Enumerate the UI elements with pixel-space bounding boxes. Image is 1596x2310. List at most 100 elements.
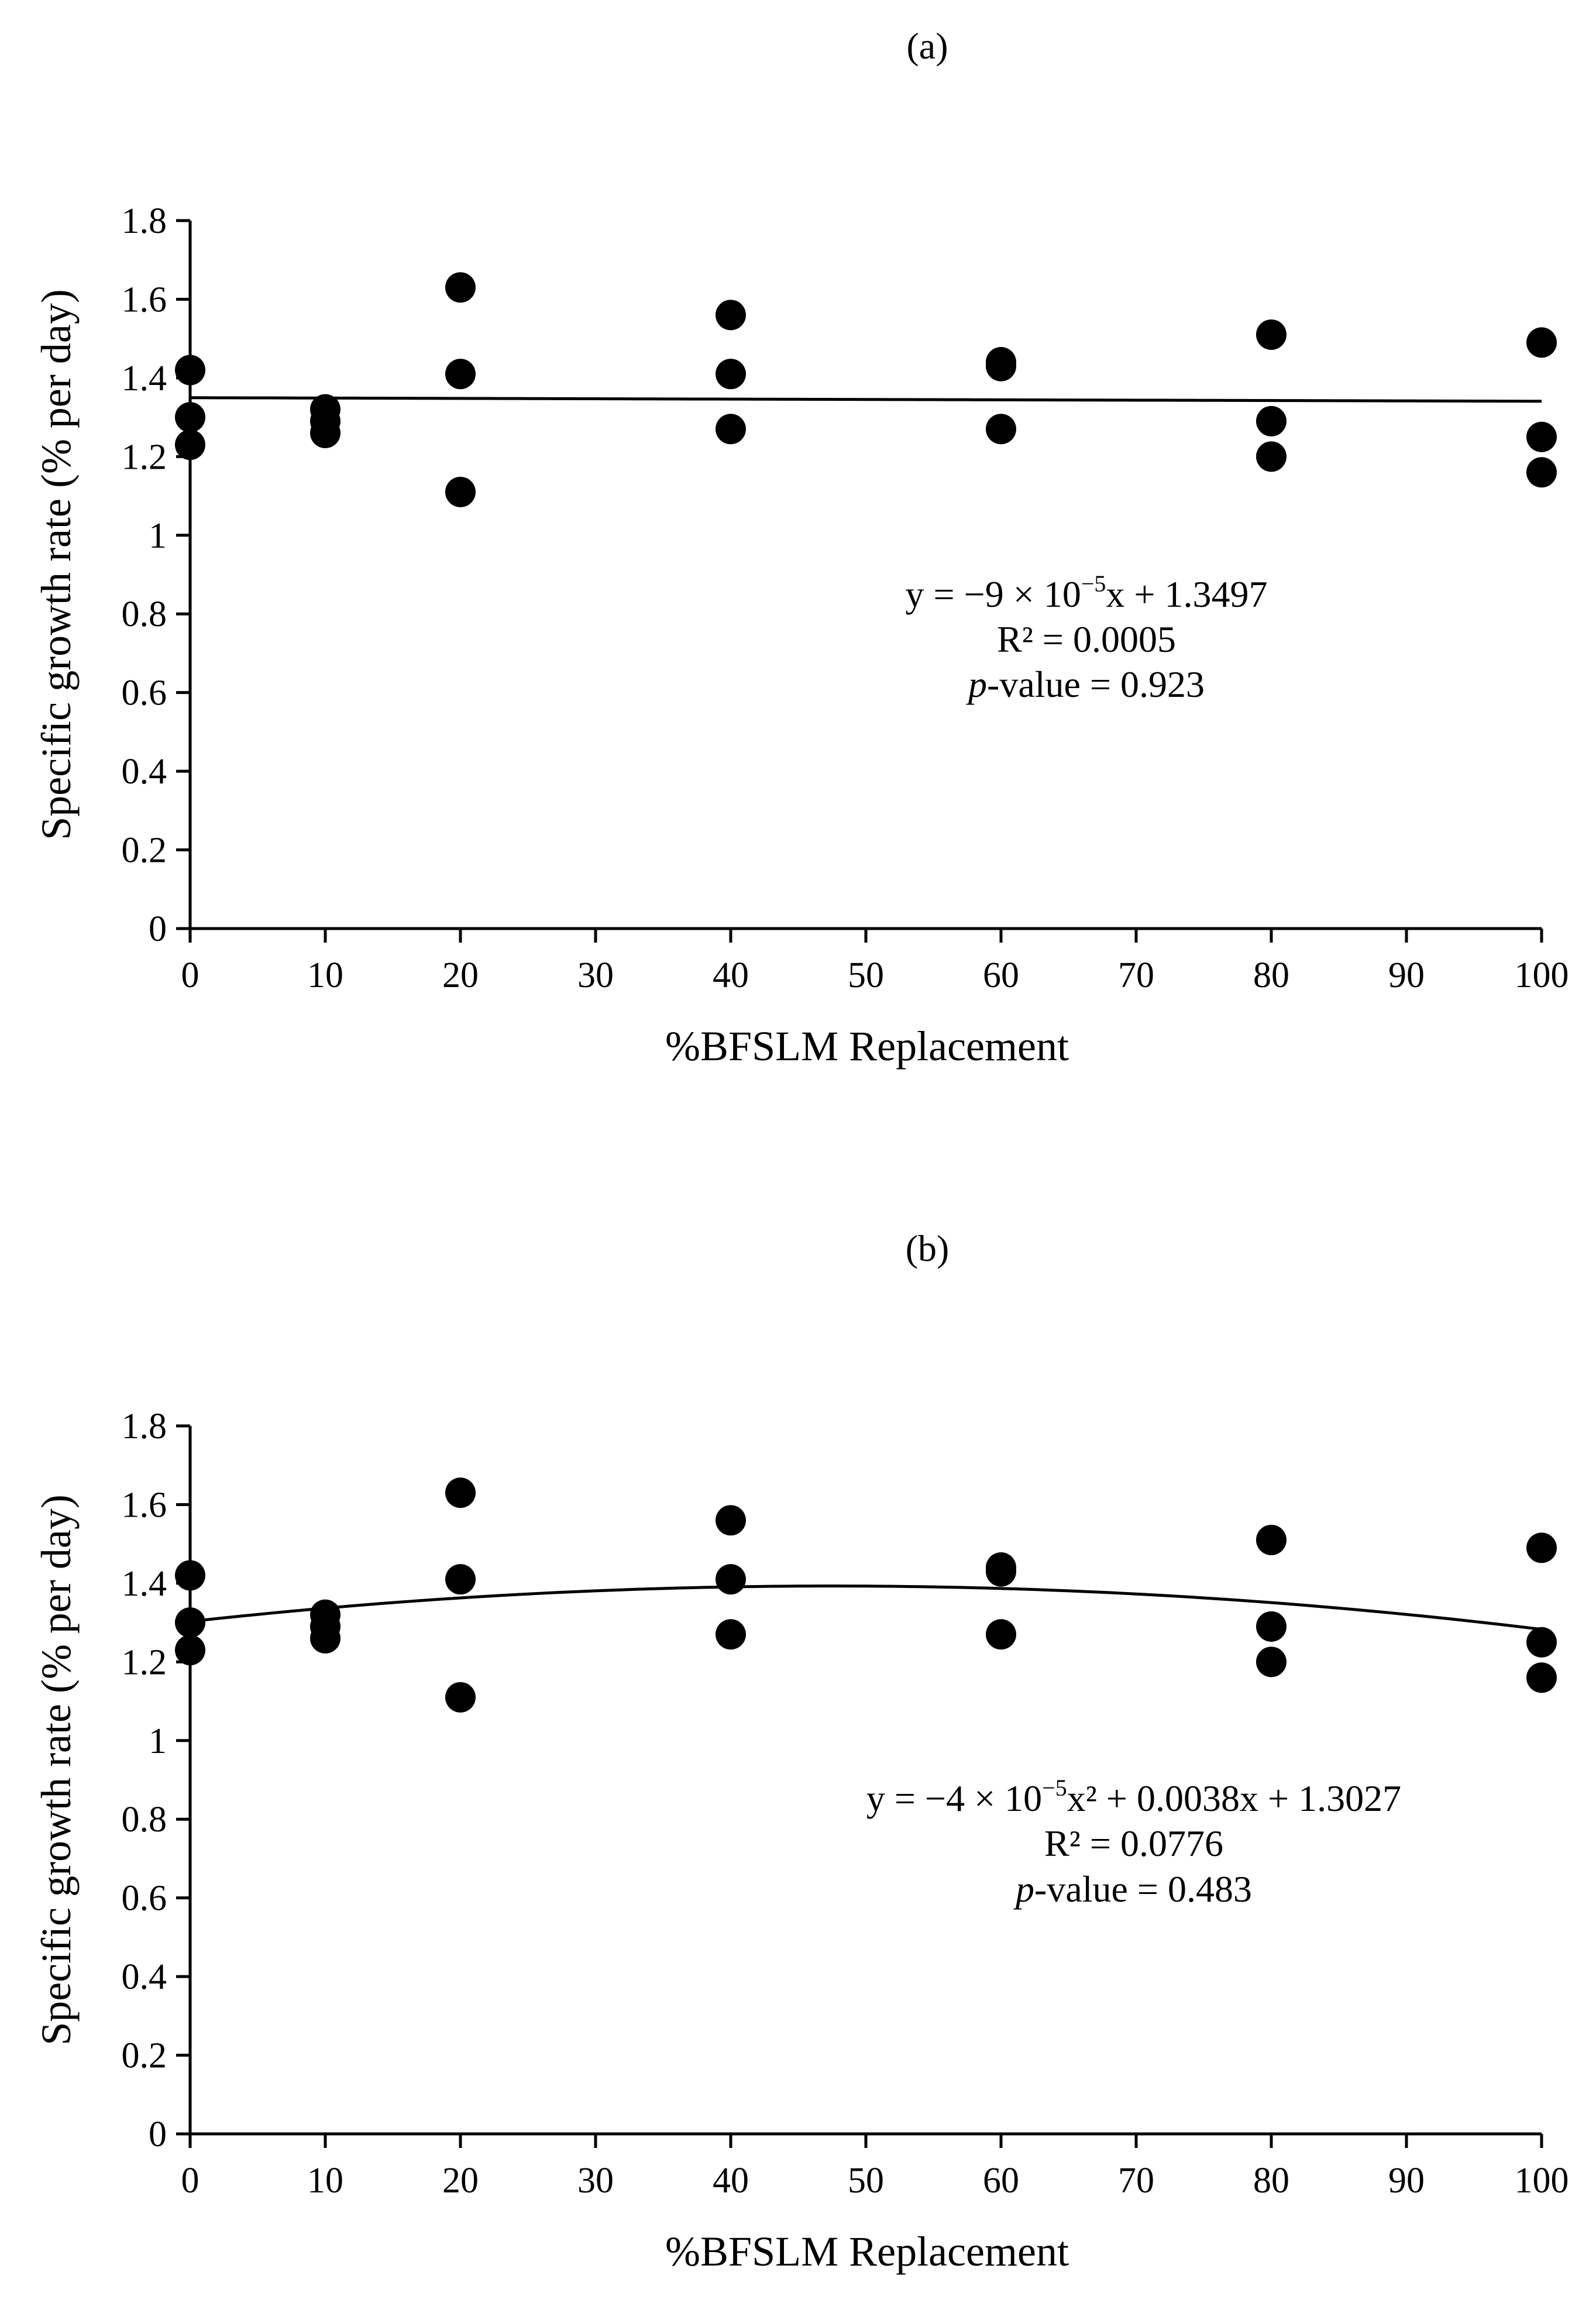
data-point-a [445,359,476,390]
x-tick-label-b: 30 [577,2161,614,2201]
data-point-a [1256,319,1287,350]
equation-b-post: x² + 0.0038x + 1.3027 [1067,1778,1401,1819]
y-tick-label-a: 1.4 [122,359,167,398]
data-point-b [175,1607,205,1638]
data-point-a [1526,421,1557,452]
y-tick-label-b: 1.6 [122,1485,167,1525]
data-point-b [445,1682,476,1713]
x-tick-label-a: 60 [983,955,1019,995]
x-tick-label-a: 10 [307,955,343,995]
x-axis-title-b: %BFSLM Replacement [665,2228,1069,2275]
y-tick-label-a: 1.6 [122,280,167,319]
trendline-group-a [190,396,1542,403]
panel-label-a: (a) [906,25,948,67]
data-point-a [445,272,476,303]
x-tick-label-a: 50 [848,955,884,995]
panel-label-b: (b) [906,1228,950,1269]
y-tick-label-b: 0.2 [122,2036,167,2076]
data-point-b [175,1560,205,1591]
data-point-a [1256,405,1287,436]
data-point-b [986,1619,1016,1650]
data-point-b [1256,1524,1287,1555]
y-tick-label-b: 0.4 [122,1957,167,1997]
x-tick-label-b: 70 [1118,2161,1154,2201]
y-tick-label-b: 1.4 [122,1564,167,1604]
x-tick-label-b: 20 [442,2161,479,2201]
x-tick-label-a: 0 [181,955,200,995]
data-point-a [1526,327,1557,358]
y-tick-label-a: 0.2 [122,831,167,871]
data-point-a [716,359,746,390]
p-value-b-p: p [1013,1868,1034,1910]
y-tick-label-a: 0.8 [122,594,167,634]
x-tick-label-b: 80 [1253,2161,1289,2201]
data-point-a [175,355,205,386]
x-tick-label-b: 60 [983,2161,1019,2201]
equation-b: y = −4 × 10−5x² + 0.0038x + 1.3027 [866,1775,1401,1819]
equation-a-post: x + 1.3497 [1106,573,1267,615]
y-tick-label-b: 0 [149,2115,167,2154]
r-squared-b: R² = 0.0776 [1044,1823,1223,1864]
x-tick-label-b: 90 [1388,2161,1425,2201]
equation-a-pre: y = −9 × 10 [906,573,1081,615]
equation-b-sup: −5 [1042,1775,1067,1801]
data-point-a [716,414,746,445]
p-value-b-rest: -value = 0.483 [1034,1868,1252,1910]
y-tick-label-a: 1.2 [122,437,167,477]
x-tick-label-b: 0 [181,2161,200,2201]
data-point-a [175,429,205,460]
chart-panel-a: (a) Specific growth rate (% per day) %BF… [33,25,1569,1070]
x-tick-label-a: 20 [442,955,479,995]
chart-panel-b: (b) Specific growth rate (% per day) %BF… [33,1228,1569,2275]
data-point-a [175,402,205,433]
data-point-a [986,414,1016,445]
trendline-a [190,396,1542,403]
data-point-b [716,1505,746,1536]
data-point-b [175,1635,205,1666]
y-tick-label-b: 0.8 [122,1800,167,1840]
x-tick-label-a: 70 [1118,955,1154,995]
x-tick-label-a: 80 [1253,955,1289,995]
data-point-b [1526,1627,1557,1658]
y-tick-label-a: 0.4 [122,752,167,792]
x-tick-label-a: 90 [1388,955,1425,995]
data-point-b [1256,1611,1287,1642]
data-point-b [310,1623,340,1654]
x-tick-label-b: 10 [307,2161,343,2201]
r-squared-a: R² = 0.0005 [997,618,1176,660]
data-point-a [445,476,476,507]
p-value-a-p: p [966,664,987,705]
data-point-b [716,1564,746,1595]
x-tick-label-b: 100 [1515,2161,1569,2201]
data-point-b [445,1564,476,1595]
data-point-b [716,1619,746,1650]
p-value-b: p-value = 0.483 [1013,1868,1252,1910]
y-tick-label-b: 1.8 [122,1407,167,1446]
data-point-a [310,418,340,448]
y-axis-title-a: Specific growth rate (% per day) [33,289,80,840]
trendline-b [190,1584,1542,1631]
axes-a [176,219,1543,943]
x-tick-label-a: 40 [713,955,749,995]
equation-block-a: y = −9 × 10−5x + 1.3497 R² = 0.0005 p-va… [906,570,1268,705]
y-axis-title-b: Specific growth rate (% per day) [33,1494,80,2046]
data-point-b [445,1477,476,1508]
points-b [175,1477,1557,1713]
data-point-a [1256,441,1287,472]
data-point-b [1256,1646,1287,1678]
trendline-group-b [190,1584,1542,1631]
p-value-a: p-value = 0.923 [966,664,1205,705]
data-point-b [986,1556,1016,1587]
data-point-a [1526,457,1557,488]
data-point-a [716,300,746,331]
tick-labels-a: 0 0.2 0.4 0.6 0.8 1 1.2 1.4 1.6 1.8 0 10 20 30 40 50 60 7… [122,201,1569,995]
equation-block-b: y = −4 × 10−5x² + 0.0038x + 1.3027 R² = … [866,1775,1401,1910]
y-tick-label-a: 1 [149,516,167,556]
x-tick-label-a: 100 [1515,955,1569,995]
x-axis-title-a: %BFSLM Replacement [665,1023,1069,1070]
y-tick-label-a: 1.8 [122,201,167,241]
points-a [175,272,1557,507]
data-point-b [1526,1662,1557,1693]
data-point-b [1526,1532,1557,1563]
